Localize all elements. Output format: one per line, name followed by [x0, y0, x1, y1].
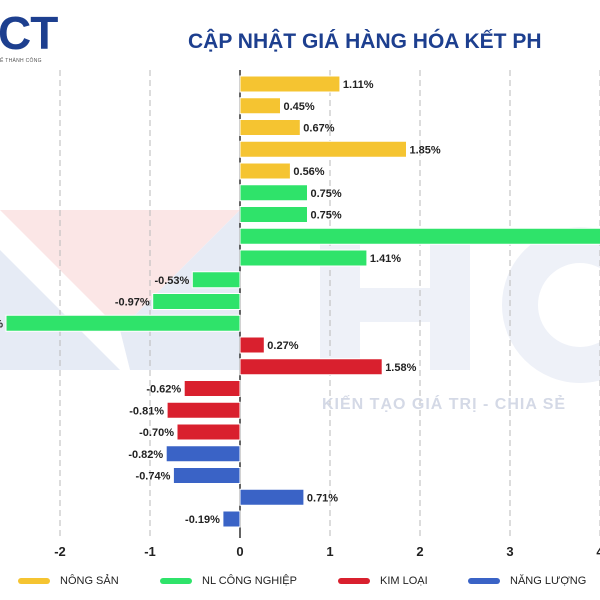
legend-swatch: [468, 578, 500, 584]
data-label: -0.19%: [185, 514, 220, 526]
bar: [239, 227, 600, 245]
chart-tick-labels: -2 -1 0 1 2 3 4: [54, 544, 600, 559]
bar: [172, 467, 241, 484]
data-label: 0.56%: [293, 166, 324, 178]
legend-item-kim-loai: KIM LOẠI: [338, 570, 428, 592]
x-tick-label: 1: [326, 544, 333, 559]
bar: [239, 358, 383, 376]
bar: [239, 336, 265, 354]
logo: CT: [0, 7, 58, 59]
chart-title: CẬP NHẬT GIÁ HÀNG HÓA KẾT PH: [188, 30, 542, 53]
x-tick-label: -1: [144, 544, 156, 559]
bar: [239, 140, 407, 158]
legend-swatch: [160, 578, 192, 584]
data-label: 1.85%: [410, 144, 441, 156]
bar: [239, 184, 308, 202]
bar: [239, 75, 341, 93]
bar: [239, 119, 301, 136]
legend-item-nong-san: NÔNG SẢN: [18, 570, 119, 592]
data-label: 0.45%: [284, 101, 315, 113]
legend-label: NÔNG SẢN: [60, 575, 119, 587]
bar: [239, 206, 308, 223]
watermark-letter-c: [502, 227, 600, 383]
x-tick-label: 4: [596, 544, 600, 559]
bar: [239, 249, 368, 267]
data-label: -0.70%: [139, 427, 174, 439]
chart-data-labels: 1.11% 0.45% 0.67% 1.85% 0.56% 0.75% 0.75% 1.41%…: [0, 79, 441, 526]
data-label: -0.82%: [128, 449, 163, 461]
data-label: 1.41%: [370, 253, 401, 265]
header: CT Ế THÀNH CÔNG CẬP NHẬT GIÁ HÀNG HÓA KẾ…: [0, 0, 600, 70]
bar: [5, 314, 241, 332]
bar: [239, 488, 305, 506]
legend-swatch: [338, 578, 370, 584]
legend-label: KIM LOẠI: [380, 575, 428, 587]
data-label: -0.81%: [129, 405, 164, 417]
data-label: 0.27%: [267, 340, 298, 352]
data-label: 0.75%: [311, 210, 342, 222]
commodity-bar-chart: 1.11% 0.45% 0.67% 1.85% 0.56% 0.75% 0.75% 1.41%…: [0, 70, 600, 559]
data-label: 1.11%: [343, 79, 374, 91]
bar: [166, 401, 241, 419]
chart-bars: [5, 75, 600, 528]
bar: [239, 97, 281, 115]
logo-subtitle: Ế THÀNH CÔNG: [0, 58, 42, 64]
bar: [222, 510, 241, 528]
data-label: 1.58%: [385, 362, 416, 374]
data-label: 0.67%: [303, 123, 334, 135]
legend-swatch: [18, 578, 50, 584]
watermark-letter-h: [320, 288, 470, 322]
bar: [165, 445, 241, 463]
data-label: -0.62%: [146, 384, 181, 396]
x-tick-label: -2: [54, 544, 66, 559]
legend-label: NĂNG LƯỢNG: [510, 575, 587, 587]
bar: [239, 162, 291, 180]
data-label: -0.53%: [154, 275, 189, 287]
legend-item-nl-cong-nghiep: NL CÔNG NGHIỆP: [160, 570, 297, 592]
bar: [152, 293, 241, 310]
data-label: 0.71%: [307, 492, 338, 504]
x-tick-label: 0: [236, 544, 243, 559]
data-label: %: [0, 318, 3, 330]
data-label: -0.97%: [115, 297, 150, 309]
data-label: -0.74%: [136, 471, 171, 483]
legend-label: NL CÔNG NGHIỆP: [202, 575, 297, 587]
x-tick-label: 2: [416, 544, 423, 559]
x-tick-label: 3: [506, 544, 513, 559]
data-label: 0.75%: [311, 188, 342, 200]
legend-item-nang-luong: NĂNG LƯỢNG: [468, 570, 586, 592]
bar: [176, 423, 241, 441]
bar: [183, 380, 241, 397]
watermark-slogan: KIẾN TẠO GIÁ TRỊ - CHIA SẺ: [322, 396, 567, 413]
legend: NÔNG SẢN NL CÔNG NGHIỆP KIM LOẠI NĂNG LƯ…: [0, 570, 600, 594]
bar: [191, 271, 241, 289]
